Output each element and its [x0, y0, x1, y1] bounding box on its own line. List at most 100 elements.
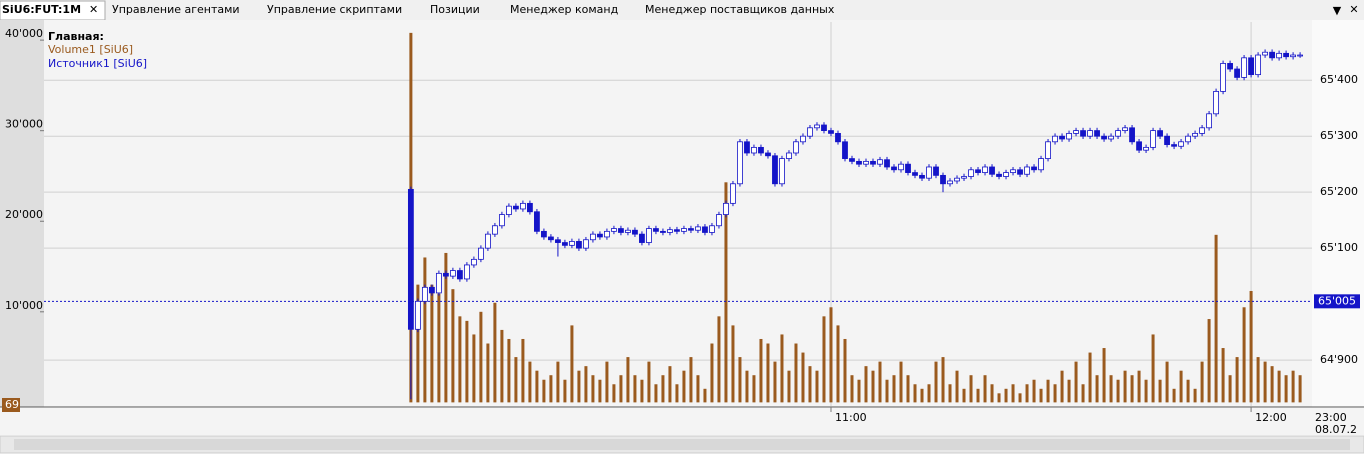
- tab[interactable]: Менеджер поставщиков данных: [645, 3, 835, 16]
- candle-body: [667, 229, 673, 233]
- y2-tick-label: 65'300: [1320, 129, 1358, 142]
- volume-bar: [465, 320, 469, 403]
- volume-bar: [1165, 361, 1169, 403]
- candle-body: [1290, 54, 1296, 58]
- volume-bar: [493, 302, 497, 403]
- left-axis: [0, 20, 44, 407]
- candle-body: [695, 226, 701, 231]
- candle-body: [1157, 130, 1163, 137]
- menu-icon[interactable]: ▼: [1333, 4, 1342, 17]
- volume-bar: [920, 388, 924, 403]
- volume-bar: [1130, 375, 1134, 403]
- volume-bar: [1137, 370, 1141, 403]
- corner-label: 23:00: [1315, 411, 1347, 424]
- candle-body: [975, 169, 981, 173]
- candle-body: [1080, 130, 1086, 137]
- candle-body: [625, 229, 631, 233]
- volume-bar: [661, 375, 665, 403]
- volume-bar: [1186, 379, 1190, 403]
- candle-body: [1010, 169, 1016, 173]
- candle-body: [555, 239, 561, 243]
- volume-bar: [605, 361, 609, 403]
- volume-bar: [752, 375, 756, 403]
- candle-body: [1255, 54, 1261, 76]
- volume-bar: [430, 284, 434, 403]
- volume-bar: [829, 307, 833, 403]
- y-tick-label: 40'000: [5, 27, 43, 40]
- volume-bar: [514, 357, 518, 403]
- candle-body: [800, 135, 806, 143]
- volume-bar: [626, 357, 630, 403]
- volume-bar: [892, 375, 896, 403]
- candle-body: [828, 130, 834, 134]
- volume-bar: [1004, 388, 1008, 403]
- candle-body: [1227, 63, 1233, 70]
- volume-bar: [549, 375, 553, 403]
- candle-body: [1185, 135, 1191, 143]
- volume-bar: [584, 366, 588, 403]
- volume-bar: [801, 352, 805, 403]
- candle-body: [618, 228, 624, 233]
- legend-title: Главная:: [48, 30, 104, 43]
- candle-body: [1269, 51, 1275, 59]
- candle-body: [1178, 141, 1184, 147]
- volume-bar: [1018, 393, 1022, 403]
- volume-bar: [738, 357, 742, 403]
- volume-bar: [759, 338, 763, 403]
- volume-bar: [451, 289, 455, 403]
- candle-body: [1262, 51, 1268, 56]
- candle-body: [1122, 127, 1128, 131]
- volume-bar: [437, 293, 441, 403]
- volume-bar: [689, 357, 693, 403]
- volume-bar: [1158, 379, 1162, 403]
- candle-body: [905, 163, 911, 173]
- candle-body: [842, 141, 848, 159]
- volume-bar: [864, 366, 868, 403]
- tab[interactable]: Управление скриптами: [267, 3, 402, 16]
- candle-body: [1108, 135, 1114, 140]
- candle-body: [569, 241, 575, 246]
- tab[interactable]: Управление агентами: [112, 3, 240, 16]
- candle-body: [898, 163, 904, 171]
- y-tick-label: 20'000: [5, 208, 43, 221]
- candle-body: [947, 180, 953, 185]
- volume-bar: [444, 252, 448, 403]
- volume-bar: [948, 384, 952, 403]
- volume-bar: [990, 384, 994, 403]
- volume-bar: [1263, 361, 1267, 403]
- volume-bar: [857, 379, 861, 403]
- candle-body: [702, 226, 708, 233]
- candle-body: [765, 152, 771, 157]
- scroll-thumb[interactable]: [14, 439, 1350, 450]
- candle-body: [877, 159, 883, 165]
- close-icon[interactable]: ✕: [1349, 3, 1358, 16]
- candle-body: [513, 205, 519, 210]
- y2-tick-label: 65'400: [1320, 73, 1358, 86]
- volume-bar: [612, 384, 616, 403]
- volume-bar: [1298, 375, 1302, 403]
- candle-body: [744, 141, 750, 154]
- candle-body: [597, 233, 603, 238]
- volume-bar: [1256, 357, 1260, 403]
- legend-entry: Volume1 [SiU6]: [48, 43, 133, 56]
- volume-bar: [1053, 384, 1057, 403]
- tab[interactable]: SiU6:FUT:1M: [2, 3, 81, 16]
- tab[interactable]: Позиции: [430, 3, 480, 16]
- volume-bar: [1151, 334, 1155, 403]
- volume-bar: [850, 375, 854, 403]
- volume-bar: [780, 334, 784, 403]
- volume-bar: [521, 338, 525, 403]
- candle-body: [421, 286, 428, 302]
- y-tick-label: 10'000: [5, 299, 43, 312]
- volume-bar: [458, 316, 462, 403]
- tab-bar: [0, 0, 1364, 20]
- candle-body: [485, 233, 491, 249]
- tab[interactable]: Менеджер команд: [510, 3, 619, 16]
- candle-body: [835, 132, 841, 143]
- time-axis: [0, 408, 1364, 435]
- candle-body: [1059, 135, 1065, 140]
- volume-bar: [640, 379, 644, 403]
- candle-body: [1220, 63, 1226, 92]
- candle-body: [940, 174, 946, 185]
- volume-bar: [1088, 352, 1092, 403]
